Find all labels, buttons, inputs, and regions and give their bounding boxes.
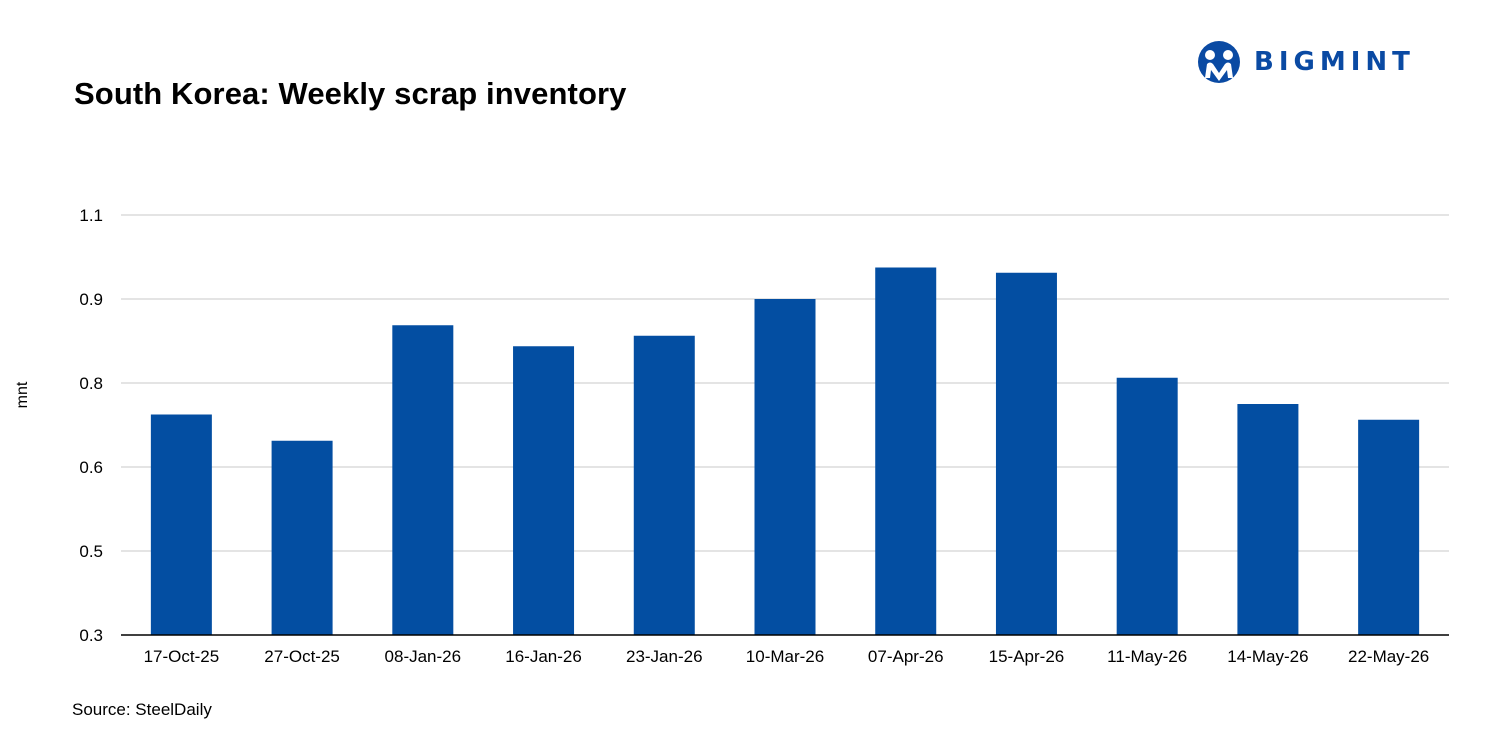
bar	[271, 440, 333, 635]
x-tick-label: 11-May-26	[1107, 647, 1187, 666]
brand-name: BIGMINT	[1254, 47, 1415, 77]
bar	[513, 346, 575, 635]
chart-title: South Korea: Weekly scrap inventory	[74, 76, 627, 111]
bigmint-people-icon	[1198, 41, 1240, 83]
bar	[633, 335, 695, 635]
x-tick-label: 10-Mar-26	[746, 647, 824, 666]
y-tick-label: 0.3	[79, 626, 103, 645]
y-tick-label: 0.6	[79, 458, 103, 477]
x-tick-label: 14-May-26	[1227, 647, 1308, 666]
y-tick-label: 0.9	[79, 290, 103, 309]
bar	[995, 272, 1057, 635]
x-tick-label: 23-Jan-26	[626, 647, 703, 666]
bar	[754, 299, 816, 635]
x-tick-label: 15-Apr-26	[989, 647, 1065, 666]
source-note: Source: SteelDaily	[72, 700, 212, 719]
x-tick-label: 17-Oct-25	[144, 647, 220, 666]
bar	[1116, 377, 1178, 635]
bar	[1358, 419, 1420, 635]
y-tick-label: 1.1	[79, 206, 103, 225]
x-tick-label: 22-May-26	[1348, 647, 1429, 666]
x-tick-label: 27-Oct-25	[264, 647, 340, 666]
brand-logo: BIGMINT	[1196, 40, 1415, 84]
x-tick-label: 16-Jan-26	[505, 647, 582, 666]
x-tick-label: 08-Jan-26	[385, 647, 462, 666]
bar	[150, 414, 212, 635]
bar	[875, 267, 937, 635]
bar	[392, 325, 454, 635]
y-tick-label: 0.8	[79, 374, 103, 393]
bar	[1237, 404, 1299, 635]
y-tick-label: 0.5	[79, 542, 103, 561]
x-tick-label: 07-Apr-26	[868, 647, 944, 666]
